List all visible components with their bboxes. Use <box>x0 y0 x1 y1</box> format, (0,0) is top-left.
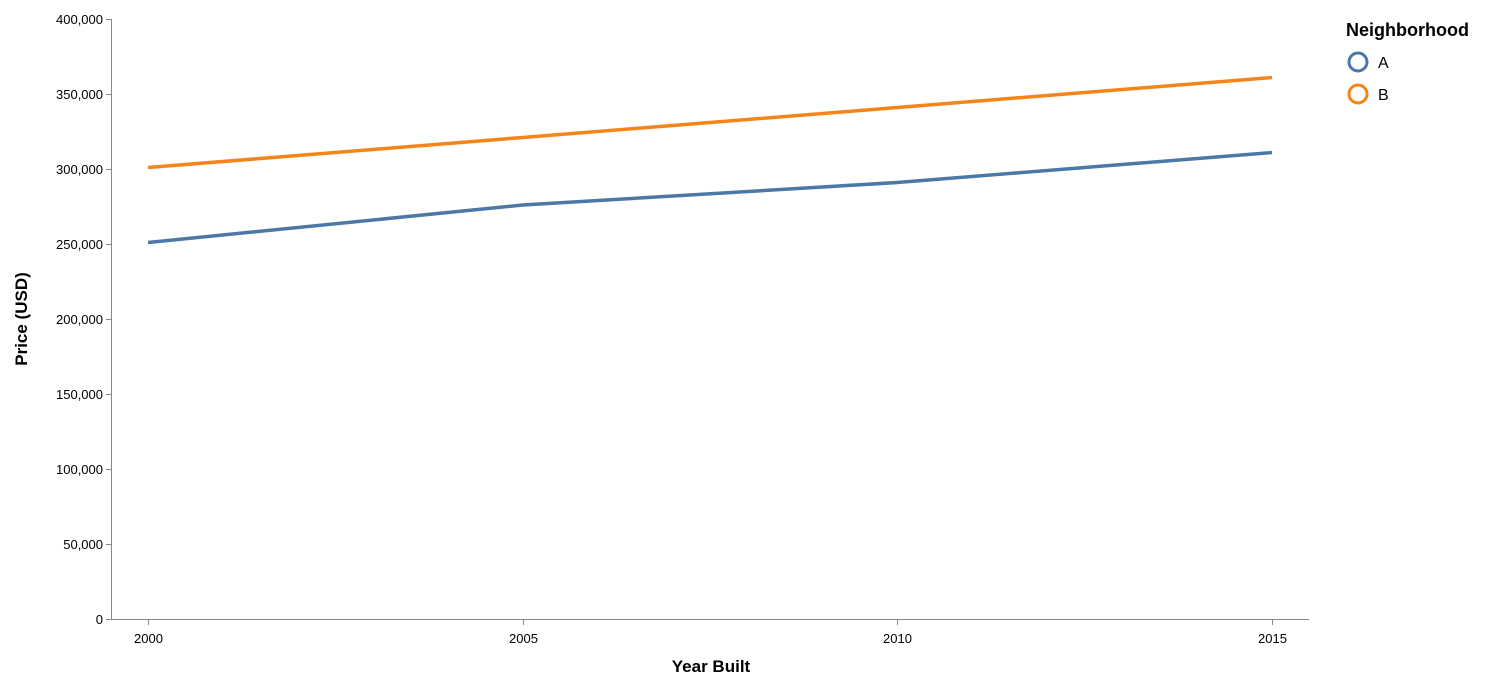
y-tick-label: 350,000 <box>56 87 103 102</box>
legend-label-b: B <box>1378 87 1389 104</box>
legend-symbol-a <box>1347 51 1369 73</box>
y-axis-title: Price (USD) <box>12 272 31 366</box>
legend-title: Neighborhood <box>1346 20 1469 40</box>
y-tick-label: 250,000 <box>56 237 103 252</box>
y-tick-label: 0 <box>96 612 103 627</box>
y-tick-label: 100,000 <box>56 462 103 477</box>
y-axis: 0 50,000 100,000 150,000 200,000 250,000 300,0… <box>56 12 112 627</box>
x-axis: 2000 2005 2010 2015 <box>111 619 1309 646</box>
y-tick-label: 200,000 <box>56 312 103 327</box>
x-tick-label: 2015 <box>1258 631 1287 646</box>
series-lines <box>147 75 1273 245</box>
x-tick-label: 2000 <box>134 631 163 646</box>
legend: Neighborhood AB <box>1346 20 1469 105</box>
y-tick-label: 150,000 <box>56 387 103 402</box>
x-tick-label: 2005 <box>509 631 538 646</box>
series-line-b <box>147 75 1273 170</box>
series-line-a <box>147 150 1273 245</box>
y-tick-label: 400,000 <box>56 12 103 27</box>
x-axis-title: Year Built <box>672 657 751 676</box>
legend-label-a: A <box>1378 55 1389 72</box>
x-tick-label: 2010 <box>883 631 912 646</box>
y-tick-label: 50,000 <box>63 537 103 552</box>
y-tick-label: 300,000 <box>56 162 103 177</box>
legend-symbol-b <box>1347 83 1369 105</box>
